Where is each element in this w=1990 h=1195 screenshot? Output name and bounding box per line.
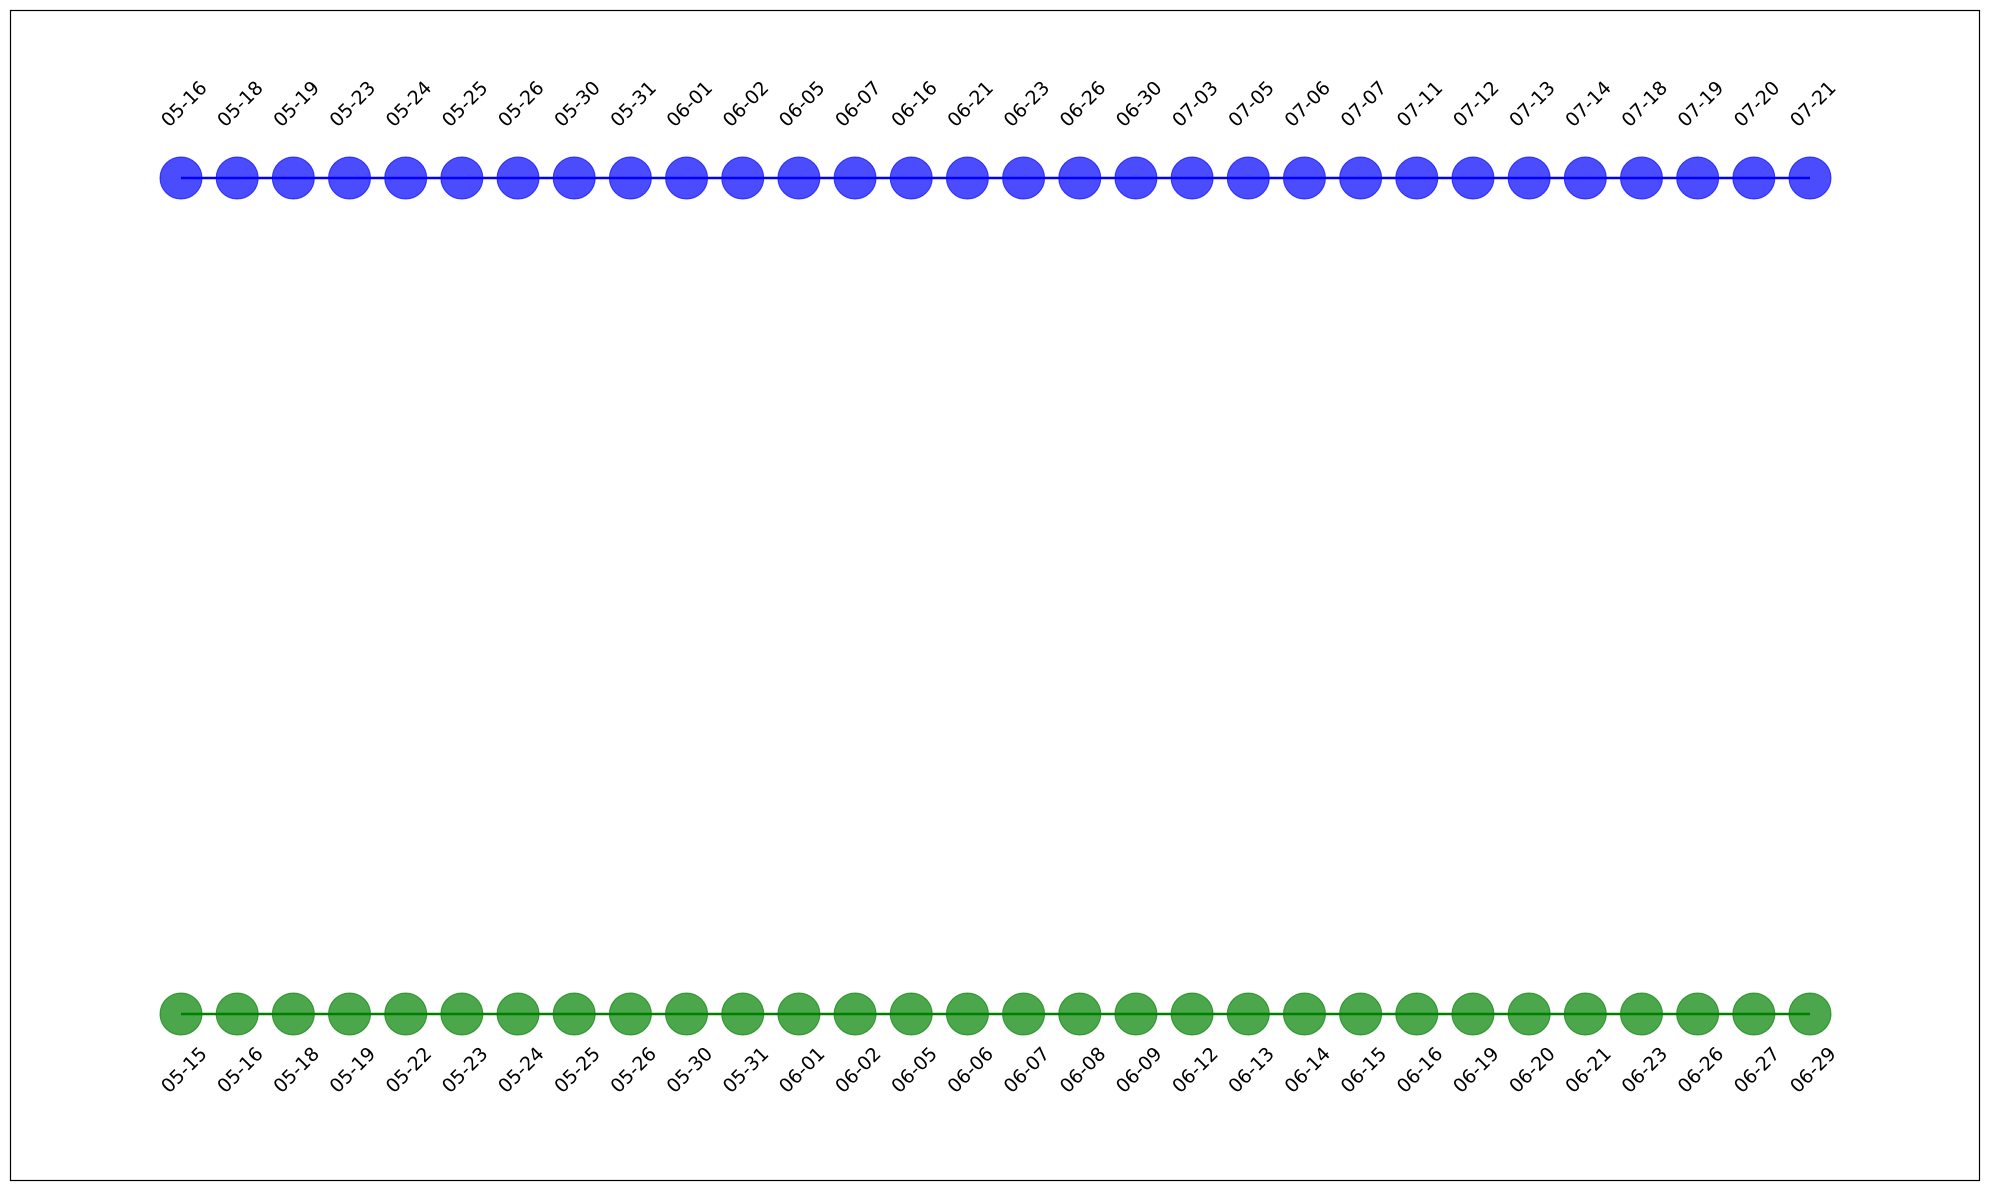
series-1-point xyxy=(1395,156,1439,200)
series-2-point xyxy=(271,992,315,1036)
series-2-point xyxy=(1395,992,1439,1036)
series-2-point xyxy=(889,992,933,1036)
series-1-point xyxy=(159,156,203,200)
series-1-point xyxy=(1788,156,1832,200)
series-2-point xyxy=(1563,992,1607,1036)
series-1-point xyxy=(1732,156,1776,200)
series-1-point xyxy=(215,156,259,200)
series-1-point xyxy=(271,156,315,200)
series-1-point xyxy=(328,156,372,200)
series-2-point xyxy=(384,992,428,1036)
series-1-point xyxy=(1619,156,1663,200)
series-1-point xyxy=(1563,156,1607,200)
series-2-point xyxy=(1114,992,1158,1036)
series-1-point xyxy=(945,156,989,200)
series-2-point xyxy=(440,992,484,1036)
series-2-point xyxy=(1451,992,1495,1036)
series-1-point xyxy=(1676,156,1720,200)
series-2-point xyxy=(777,992,821,1036)
series-1-point xyxy=(1170,156,1214,200)
series-2-point xyxy=(1676,992,1720,1036)
series-1-point xyxy=(1282,156,1326,200)
series-2-point xyxy=(552,992,596,1036)
series-1-point xyxy=(384,156,428,200)
series-2-point xyxy=(1732,992,1776,1036)
series-2-point xyxy=(1282,992,1326,1036)
series-1-point xyxy=(1507,156,1551,200)
series-2-point xyxy=(1339,992,1383,1036)
series-2-point xyxy=(496,992,540,1036)
series-1-point xyxy=(608,156,652,200)
series-1-point xyxy=(552,156,596,200)
series-2-point xyxy=(1002,992,1046,1036)
series-1-point xyxy=(1451,156,1495,200)
series-2-point xyxy=(1619,992,1663,1036)
series-1-point xyxy=(1114,156,1158,200)
series-2-point xyxy=(328,992,372,1036)
plot-frame xyxy=(9,9,1981,1182)
series-1-point xyxy=(1339,156,1383,200)
series-2-point xyxy=(1507,992,1551,1036)
series-1-point xyxy=(1226,156,1270,200)
series-1-point xyxy=(1058,156,1102,200)
series-2-point xyxy=(215,992,259,1036)
series-2-point xyxy=(1788,992,1832,1036)
series-2-point xyxy=(159,992,203,1036)
series-2-point xyxy=(608,992,652,1036)
series-2-point xyxy=(945,992,989,1036)
series-2-point xyxy=(721,992,765,1036)
series-2-point xyxy=(665,992,709,1036)
series-1-point xyxy=(777,156,821,200)
series-2-point xyxy=(1170,992,1214,1036)
series-1-point xyxy=(721,156,765,200)
series-1-point xyxy=(889,156,933,200)
series-1-point xyxy=(665,156,709,200)
series-2-point xyxy=(1226,992,1270,1036)
series-1-point xyxy=(1002,156,1046,200)
series-1-point xyxy=(833,156,877,200)
series-1-point xyxy=(496,156,540,200)
series-2-point xyxy=(833,992,877,1036)
series-2-point xyxy=(1058,992,1102,1036)
series-1-point xyxy=(440,156,484,200)
